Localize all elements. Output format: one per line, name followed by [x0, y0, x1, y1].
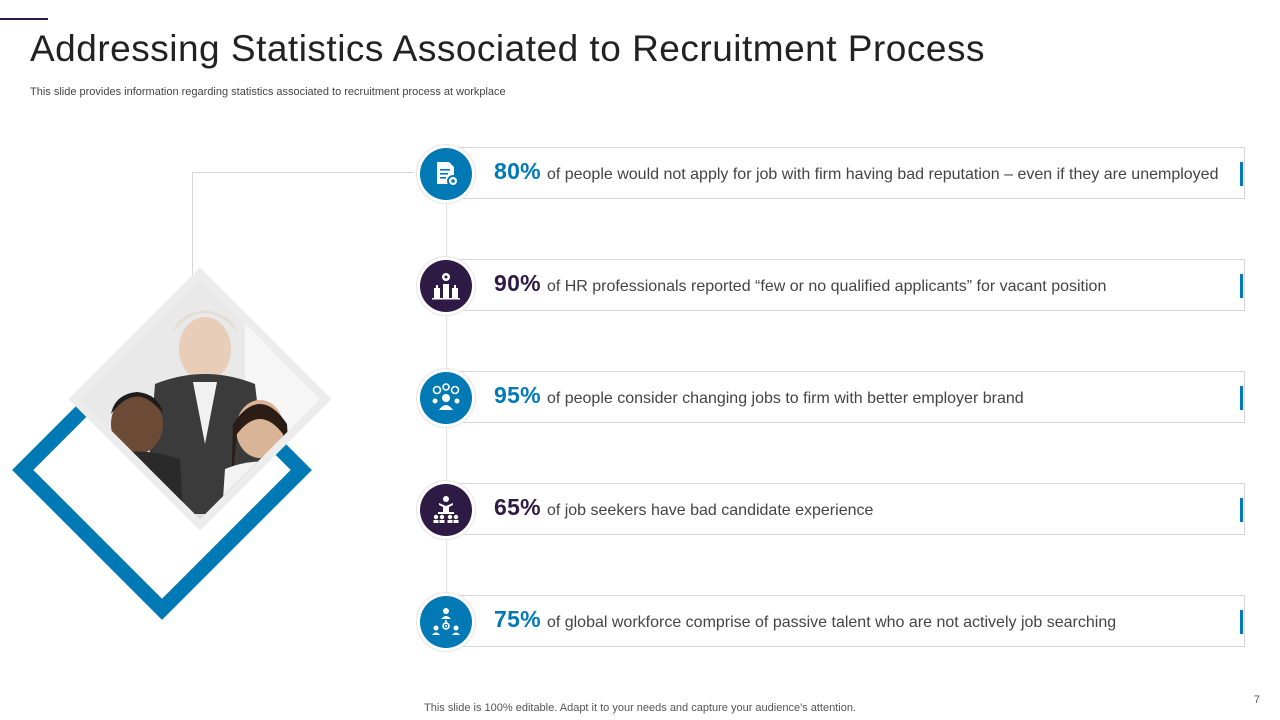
stat-description: of people consider changing jobs to firm…	[546, 390, 1024, 407]
stat-percent: 75%	[494, 606, 541, 632]
page-number: 7	[1253, 694, 1260, 706]
card-accent-mark	[1240, 274, 1243, 298]
card-accent-mark	[1240, 386, 1243, 410]
stat-percent: 95%	[494, 382, 541, 408]
connector-line	[192, 172, 193, 296]
stat-row: 90% of HR professionals reported “few or …	[416, 256, 1245, 316]
team-network-icon	[432, 608, 460, 635]
stat-row: 80% of people would not apply for job wit…	[416, 144, 1245, 204]
candidates-building-icon	[432, 273, 460, 300]
stat-description: of people would not apply for job with f…	[546, 166, 1219, 183]
stat-icon-badge	[416, 480, 476, 540]
stat-card	[446, 147, 1245, 199]
slide-title: Addressing Statistics Associated to Recr…	[30, 28, 985, 69]
stat-icon-badge	[416, 256, 476, 316]
stat-description: of HR professionals reported “few or no …	[546, 278, 1107, 295]
stat-percent: 80%	[494, 158, 541, 184]
connector-line	[192, 172, 414, 173]
stat-icon-badge	[416, 144, 476, 204]
card-accent-mark	[1240, 610, 1243, 634]
stat-percent: 90%	[494, 270, 541, 296]
stat-percent: 65%	[494, 494, 541, 520]
stat-icon-badge	[416, 592, 476, 652]
stat-card	[446, 259, 1245, 311]
person-ideas-icon	[432, 383, 460, 410]
card-accent-mark	[1240, 162, 1243, 186]
stat-row: 95% of people consider changing jobs to f…	[416, 368, 1245, 428]
stat-icon-badge	[416, 368, 476, 428]
stat-card	[446, 483, 1245, 535]
card-accent-mark	[1240, 498, 1243, 522]
title-accent-line	[0, 18, 48, 20]
document-gear-icon	[437, 162, 459, 187]
stat-description: of global workforce comprise of passive …	[546, 614, 1117, 631]
stat-row: 75% of global workforce comprise of passi…	[416, 592, 1245, 652]
stat-card	[446, 595, 1245, 647]
footer-note: This slide is 100% editable. Adapt it to…	[424, 702, 856, 714]
slide-subtitle: This slide provides information regardin…	[30, 86, 506, 98]
stat-card	[446, 371, 1245, 423]
presenter-audience-icon	[433, 496, 459, 523]
stat-description: of job seekers have bad candidate experi…	[546, 502, 874, 519]
stat-row: 65% of job seekers have bad candidate exp…	[416, 480, 1245, 540]
